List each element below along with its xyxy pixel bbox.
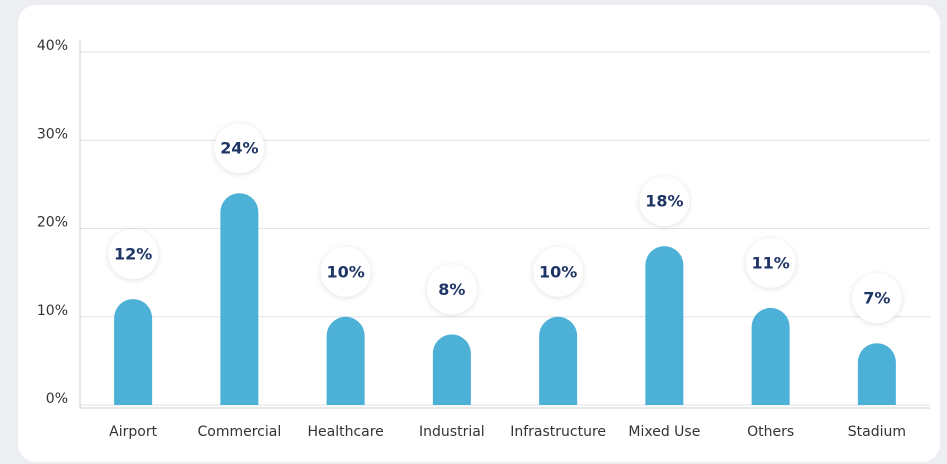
x-tick-label: Industrial xyxy=(419,424,485,440)
card xyxy=(18,5,940,462)
bar xyxy=(220,193,259,405)
value-label-bg xyxy=(320,246,371,297)
bar xyxy=(432,334,471,405)
value-label: 18% xyxy=(645,192,683,211)
value-label: 24% xyxy=(220,139,258,158)
bar xyxy=(539,316,578,405)
x-tick-label: Commercial xyxy=(198,424,282,440)
x-tick-label: Stadium xyxy=(848,424,906,440)
y-tick-label: 0% xyxy=(46,391,68,407)
value-label: 7% xyxy=(863,289,890,308)
bar xyxy=(751,307,790,405)
x-tick-label: Airport xyxy=(109,424,157,440)
bar xyxy=(857,343,896,405)
x-tick-label: Others xyxy=(747,424,794,440)
x-tick-label: Mixed Use xyxy=(628,424,700,440)
value-label-bg xyxy=(745,237,796,288)
value-label-bg xyxy=(108,229,159,280)
value-label-bg xyxy=(533,246,584,297)
value-label: 10% xyxy=(539,262,577,281)
bar xyxy=(114,299,153,405)
value-label-bg xyxy=(214,123,265,174)
value-label: 8% xyxy=(438,280,465,299)
value-label-bg xyxy=(639,176,690,227)
bar xyxy=(645,246,684,405)
y-tick-label: 40% xyxy=(37,38,68,54)
y-tick-label: 20% xyxy=(37,215,68,231)
value-label: 12% xyxy=(114,245,152,264)
value-label: 10% xyxy=(326,262,364,281)
value-label-bg xyxy=(426,264,477,315)
y-tick-label: 10% xyxy=(37,303,68,319)
bar xyxy=(326,316,365,405)
x-tick-label: Healthcare xyxy=(307,424,383,440)
value-label: 11% xyxy=(751,253,789,272)
x-tick-label: Infrastructure xyxy=(510,424,606,440)
value-label-bg xyxy=(851,273,902,324)
y-tick-label: 30% xyxy=(37,126,68,142)
